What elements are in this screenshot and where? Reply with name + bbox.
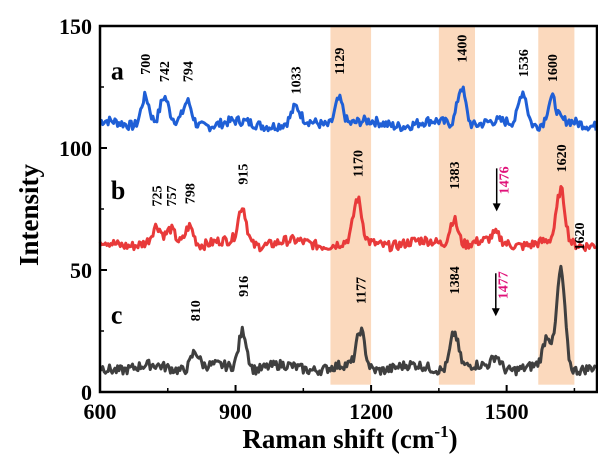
peak-label-b-1383: 1383 xyxy=(448,161,463,189)
x-tick-label-900: 900 xyxy=(219,399,252,424)
peak-label-c-1477: 1477 xyxy=(497,271,512,299)
spectra xyxy=(98,85,598,377)
peak-arrowhead-1477 xyxy=(491,308,500,317)
peak-label-b-1620: 1620 xyxy=(555,144,570,172)
peak-label-b-798: 798 xyxy=(183,183,198,204)
peak-label-a-794: 794 xyxy=(182,61,197,82)
y-tick-label-0: 0 xyxy=(81,380,92,405)
x-axis-title-close: ) xyxy=(449,424,458,454)
peak-label-a-1129: 1129 xyxy=(333,48,348,75)
x-tick-label-1200: 1200 xyxy=(349,399,393,424)
series-b-label: b xyxy=(111,176,125,205)
series-c-label: c xyxy=(111,301,123,330)
peak-label-a-1400: 1400 xyxy=(455,35,470,63)
series-a-line xyxy=(99,85,598,133)
peak-label-a-742: 742 xyxy=(158,61,173,82)
peak-label-c-916: 916 xyxy=(237,276,252,297)
peak-label-b-915: 915 xyxy=(236,164,251,185)
series-b-line xyxy=(98,185,597,253)
peak-label-b-725: 725 xyxy=(150,186,165,207)
peak-label-a-1033: 1033 xyxy=(290,66,305,94)
peak-label-a-1600: 1600 xyxy=(546,54,561,82)
series-a-label: a xyxy=(111,57,124,86)
axes xyxy=(98,24,598,394)
peak-label-a-700: 700 xyxy=(139,54,154,75)
y-axis-title: Intensity xyxy=(14,163,44,266)
x-tick-label-600: 600 xyxy=(84,399,117,424)
highlight-band-1 xyxy=(438,26,476,385)
peak-labels: a 700 742 794 1033 1129 1400 1536 1600 b 725 757 798… xyxy=(111,35,588,330)
y-tick-label-50: 50 xyxy=(70,258,92,283)
peak-label-b-1476: 1476 xyxy=(497,166,512,194)
tick-labels: 600 900 1200 1500 0 50 100 150 xyxy=(59,14,529,424)
peak-label-a-1536: 1536 xyxy=(517,49,532,77)
highlight-band-0 xyxy=(330,26,372,385)
peak-label-c-1620: 1620 xyxy=(573,222,588,250)
peak-label-b-757: 757 xyxy=(165,186,180,207)
y-tick-label-100: 100 xyxy=(59,136,92,161)
y-tick-label-150: 150 xyxy=(59,14,92,39)
peak-label-c-1177: 1177 xyxy=(355,277,370,304)
series-c-line xyxy=(98,264,598,377)
x-axis-title: Raman shift (cm-1) xyxy=(242,422,457,454)
highlight-bands xyxy=(330,26,575,385)
x-tick-label-1500: 1500 xyxy=(485,399,529,424)
peak-label-c-810: 810 xyxy=(189,300,204,321)
peak-label-b-1170: 1170 xyxy=(352,150,367,177)
peak-arrowhead-1476 xyxy=(492,203,501,212)
peak-label-c-1384: 1384 xyxy=(448,266,463,294)
x-axis-title-superscript: -1 xyxy=(434,422,448,441)
